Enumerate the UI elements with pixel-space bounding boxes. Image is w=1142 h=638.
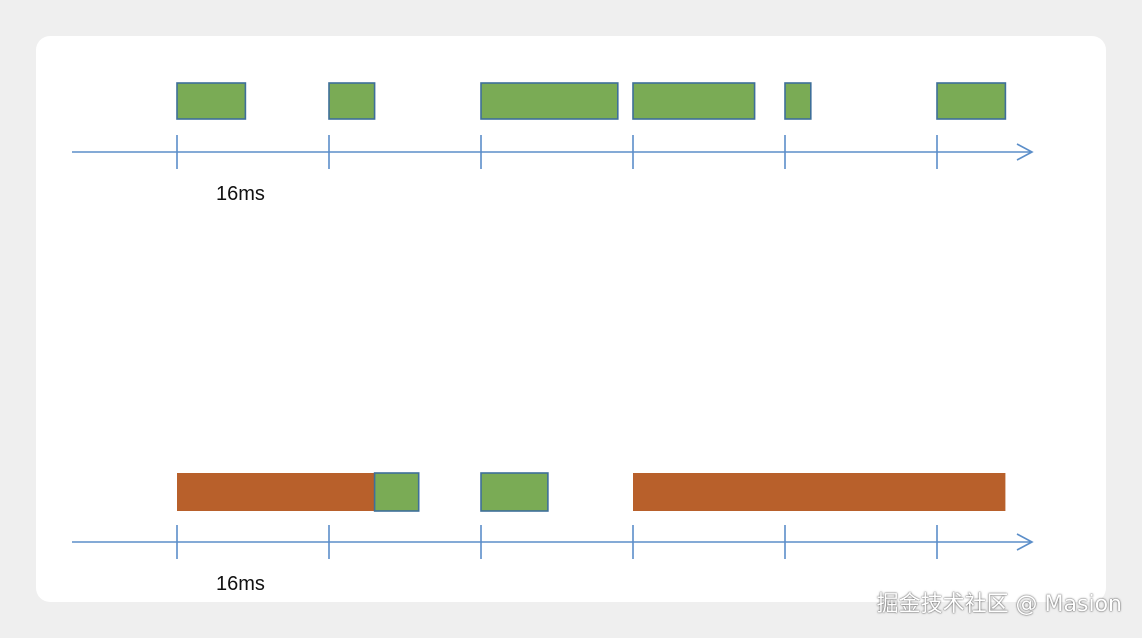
frame-block-5	[784, 82, 812, 120]
frame-block-2	[328, 82, 376, 120]
long-frame-block-1	[177, 473, 375, 511]
frame-block-2	[373, 472, 420, 512]
long-frame-block-4	[633, 473, 1006, 511]
interval-label: 16ms	[216, 573, 265, 595]
frame-block-3	[480, 82, 619, 120]
frame-block-6	[936, 82, 1007, 120]
timeline-bottom: 16ms	[72, 472, 1034, 595]
frame-block-1	[176, 82, 247, 120]
frame-block-4	[632, 82, 756, 120]
watermark: 掘金技术社区 @ Masion	[876, 592, 1122, 617]
interval-label: 16ms	[216, 183, 265, 205]
timeline-top: 16ms	[72, 82, 1034, 205]
frame-block-3	[480, 472, 549, 512]
